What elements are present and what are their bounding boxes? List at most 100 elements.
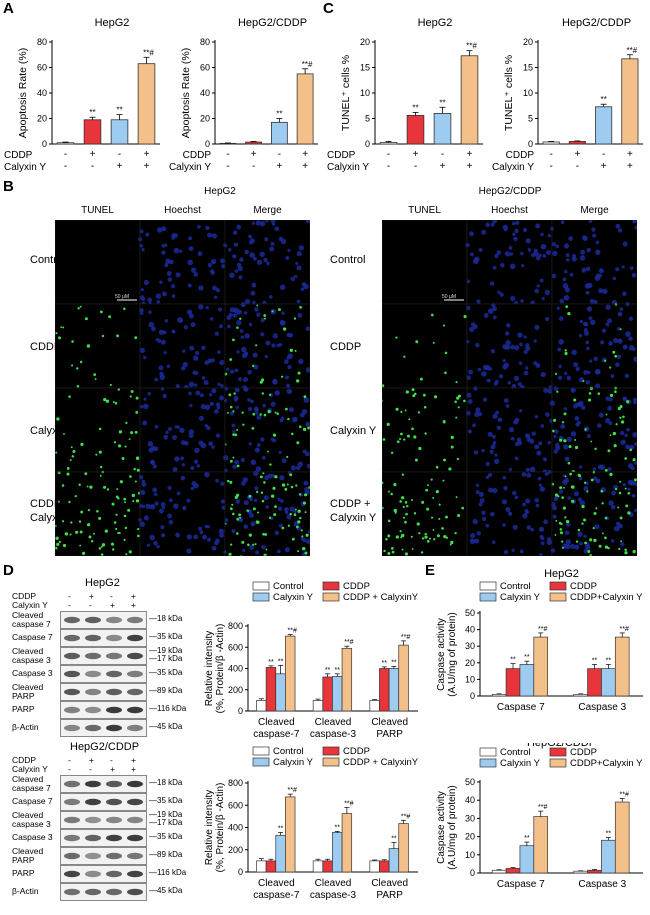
nucleus-dot: [553, 449, 558, 454]
nucleus-dot: [188, 391, 192, 396]
blot-band: [106, 852, 122, 860]
nucleus-dot: [484, 364, 491, 371]
tunel-dot: [579, 474, 582, 478]
nucleus-dot: [280, 416, 285, 421]
nucleus-dot: [234, 368, 239, 373]
tunel-dot: [632, 549, 636, 554]
tunel-dot: [255, 520, 260, 524]
tunel-dot: [118, 532, 121, 535]
blot-band: [85, 780, 101, 788]
tunel-dot: [229, 507, 233, 511]
significance-mark: **: [268, 659, 274, 666]
y-tick-label: 0: [470, 691, 475, 701]
nucleus-dot: [244, 249, 250, 255]
x-tick-label: caspase-7: [253, 890, 300, 901]
bar-calyxin: [275, 834, 286, 873]
nucleus-dot: [593, 300, 598, 305]
nucleus-dot: [171, 294, 176, 298]
tunel-dot: [609, 472, 613, 477]
blot-band: [85, 634, 101, 642]
bar-cddp: [587, 668, 602, 697]
tunel-dot: [403, 355, 406, 358]
blot-treatment-sign: +: [89, 755, 94, 765]
nucleus-dot: [240, 457, 245, 463]
x-tick-label: Cleaved: [258, 878, 295, 889]
nucleus-dot: [218, 528, 225, 535]
tunel-dot: [60, 326, 63, 329]
tunel-dot: [302, 427, 307, 432]
nucleus-dot: [585, 266, 591, 272]
nucleus-dot: [492, 220, 498, 224]
nucleus-dot: [587, 370, 591, 375]
legend-label: CDDP + CalyxinY: [343, 592, 419, 603]
nucleus-dot: [287, 365, 292, 370]
nucleus-dot: [297, 312, 303, 318]
nucleus-dot: [517, 382, 522, 387]
blot-row-label: Cleaved PARP: [12, 846, 44, 865]
tunel-dot: [423, 405, 427, 409]
legend-label: Calyxin Y: [273, 592, 314, 603]
x-tick-label: caspase-7: [253, 729, 300, 740]
tunel-dot: [559, 438, 563, 442]
nucleus-dot: [213, 409, 219, 414]
tunel-dot: [99, 310, 103, 314]
tunel-dot: [401, 473, 405, 476]
tunel-dot: [619, 480, 622, 483]
nucleus-dot: [540, 232, 544, 237]
tunel-dot: [229, 405, 233, 409]
tunel-dot: [564, 351, 568, 356]
tunel-dot: [582, 379, 585, 382]
nucleus-dot: [260, 317, 265, 323]
bar-cddp: [265, 860, 277, 873]
treatment-sign: -: [226, 149, 229, 160]
treatment-sign: -: [278, 149, 281, 160]
tunel-dot: [232, 338, 235, 342]
x-tick-label: caspase-3: [310, 890, 357, 901]
nucleus-dot: [215, 402, 221, 408]
tunel-dot: [569, 472, 573, 476]
tunel-dot: [252, 364, 255, 368]
nucleus-dot: [472, 518, 478, 525]
y-tick-label: 0: [238, 706, 243, 716]
nucleus-dot: [279, 284, 286, 291]
nucleus-dot: [475, 483, 480, 487]
nucleus-dot: [492, 315, 497, 320]
tunel-dot: [457, 513, 461, 517]
tunel-dot: [81, 551, 86, 556]
nucleus-dot: [263, 495, 269, 501]
nucleus-dot: [178, 249, 183, 253]
nucleus-dot: [215, 288, 220, 293]
tunel-dot: [128, 438, 131, 441]
nucleus-dot: [516, 437, 522, 442]
nucleus-dot: [156, 544, 160, 549]
nucleus-dot: [232, 230, 238, 235]
tunel-dot: [620, 540, 623, 543]
nucleus-dot: [159, 374, 165, 380]
nucleus-dot: [511, 548, 515, 552]
tunel-dot: [583, 481, 587, 484]
nucleus-dot: [613, 525, 620, 532]
x-tick-label: Caspase 3: [578, 702, 626, 713]
nucleus-dot: [193, 383, 198, 387]
fluor-title-hepg2: HepG2: [204, 186, 236, 197]
tunel-dot: [573, 398, 577, 402]
nucleus-dot: [470, 532, 476, 539]
nucleus-dot: [138, 475, 144, 480]
nucleus-dot: [261, 455, 266, 460]
nucleus-dot: [525, 433, 529, 438]
significance-mark: **: [412, 103, 418, 112]
nucleus-dot: [533, 339, 537, 343]
nucleus-dot: [617, 338, 623, 344]
nucleus-dot: [227, 248, 232, 252]
nucleus-dot: [296, 251, 302, 257]
nucleus-dot: [219, 533, 225, 538]
tunel-dot: [78, 520, 82, 523]
bar-control: [369, 700, 380, 712]
nucleus-dot: [284, 507, 289, 512]
treatment-sign: +: [627, 149, 633, 160]
nucleus-dot: [238, 517, 244, 523]
tunel-dot: [274, 505, 277, 508]
tunel-dot: [445, 515, 448, 519]
tunel-dot: [432, 528, 435, 531]
nucleus-dot: [541, 296, 545, 301]
